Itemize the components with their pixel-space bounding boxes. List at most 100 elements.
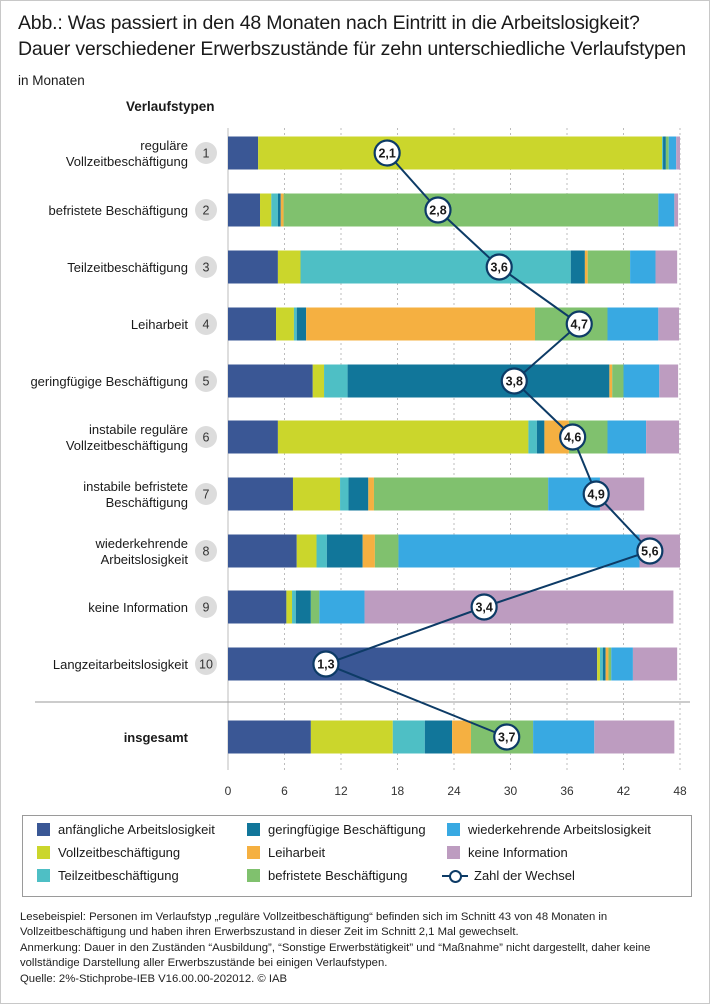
row-number: 9 (203, 601, 210, 615)
bar-segment (584, 250, 588, 284)
note-quelle: Quelle: 2%-Stichprobe-IEB V16.00.00-2020… (20, 973, 288, 985)
bar-segment (228, 477, 293, 511)
x-tick-label: 42 (617, 784, 631, 798)
wechsel-marker (565, 310, 593, 338)
row-number: 5 (203, 375, 210, 389)
category-labels: reguläreVollzeitbeschäftigung1befristete… (30, 138, 217, 745)
category-label: instabile befristete (83, 479, 188, 494)
wechsel-value-label: 4,9 (587, 488, 604, 502)
bar-segment (528, 420, 537, 454)
wechsel-value-label: 3,8 (506, 375, 523, 389)
bar-segment (306, 307, 535, 341)
legend-line-marker (442, 869, 468, 883)
legend-label: Teilzeitbeschäftigung (58, 868, 179, 883)
row-number-badge (195, 256, 217, 278)
x-tick-label: 0 (225, 784, 232, 798)
chart-subtitle: Dauer verschiedener Erwerbszustände für … (18, 38, 686, 60)
wechsel-value-label: 4,6 (564, 431, 581, 445)
bar-segment (623, 364, 660, 398)
row-number-badge (195, 540, 217, 562)
bar-segment (310, 720, 393, 754)
row-number: 3 (203, 261, 210, 275)
x-tick-label: 24 (447, 784, 461, 798)
bar-segment (658, 193, 675, 227)
legend-swatch (37, 846, 50, 859)
bar-segment (312, 364, 325, 398)
note-anmerkung: Anmerkung: Dauer in den Zuständen “Ausbi… (20, 942, 651, 969)
bar-segment (296, 307, 307, 341)
bar-segment (326, 534, 363, 568)
legend-swatch (247, 823, 260, 836)
bar-segment (594, 720, 675, 754)
legend-label: Zahl der Wechsel (474, 868, 575, 883)
category-label: keine Information (88, 600, 188, 615)
bar-segment (319, 590, 365, 624)
row-number: 7 (203, 488, 210, 502)
wechsel-line: 2,1 2,8 3,6 4,7 3,8 4,6 4,9 5,6 3,4 1,3 3,7 (312, 139, 664, 751)
bar-segment (602, 647, 606, 681)
bar-segment (228, 720, 311, 754)
category-label: Arbeitslosigkeit (101, 552, 189, 567)
bar-segment (271, 193, 278, 227)
row-number-badge (195, 426, 217, 448)
wechsel-value-label: 1,3 (317, 658, 334, 672)
wechsel-marker (312, 650, 340, 678)
bar-segment (424, 720, 453, 754)
bar-segment (374, 534, 399, 568)
row-number: 4 (203, 318, 210, 332)
row-number-badge (195, 370, 217, 392)
bar-segment (340, 477, 349, 511)
legend-label: geringfügige Beschäftigung (268, 822, 426, 837)
bar-segment (607, 307, 659, 341)
legend-label: anfängliche Arbeitslosigkeit (58, 822, 215, 837)
x-tick-label: 18 (391, 784, 405, 798)
wechsel-marker (485, 253, 513, 281)
bar-segment (280, 193, 284, 227)
x-tick-label: 48 (673, 784, 687, 798)
bar-segment (609, 364, 613, 398)
bar-segment (533, 720, 595, 754)
bar-segment (452, 720, 471, 754)
row-number: 1 (203, 147, 210, 161)
wechsel-marker (470, 593, 498, 621)
category-label: Langzeitarbeitslosigkeit (53, 657, 189, 672)
wechsel-marker (582, 480, 610, 508)
chart-title: Abb.: Was passiert in den 48 Monaten nac… (18, 12, 640, 34)
legend-swatch (247, 846, 260, 859)
category-label: geringfügige Beschäftigung (30, 374, 188, 389)
bar-segment (570, 250, 585, 284)
category-label: insgesamt (124, 730, 189, 745)
bar-group (228, 136, 680, 754)
bar-segment (228, 364, 313, 398)
bar-segment (663, 136, 666, 170)
bar-segment (228, 590, 287, 624)
row-number-badge (195, 483, 217, 505)
bar-segment (646, 420, 680, 454)
legend-swatch (247, 869, 260, 882)
bar-segment (630, 250, 656, 284)
wechsel-marker (373, 139, 401, 167)
bar-segment (665, 136, 669, 170)
bar-segment (292, 477, 341, 511)
wechsel-value-label: 2,1 (378, 147, 395, 161)
bar-segment (597, 647, 600, 681)
bar-segment (655, 250, 678, 284)
bar-segment (228, 647, 598, 681)
category-label: befristete Beschäftigung (49, 203, 188, 218)
bar-segment (632, 647, 678, 681)
row-header: Verlaufstypen (126, 99, 215, 114)
legend-item-geringfuegig: geringfügige Beschäftigung (247, 822, 426, 837)
bar-segment (228, 250, 278, 284)
x-tick-label: 30 (504, 784, 518, 798)
bar-segment (392, 720, 425, 754)
wechsel-value-label: 3,6 (491, 261, 508, 275)
x-tick-label: 36 (560, 784, 574, 798)
legend: anfängliche Arbeitslosigkeit Vollzeitbes… (22, 815, 692, 897)
bar-segment (277, 250, 301, 284)
category-label: Vollzeitbeschäftigung (66, 438, 188, 453)
bar-segment (277, 193, 281, 227)
bar-segment (605, 647, 609, 681)
row-number: 2 (203, 204, 210, 218)
row-number-badge (195, 199, 217, 221)
bar-segment (258, 136, 663, 170)
